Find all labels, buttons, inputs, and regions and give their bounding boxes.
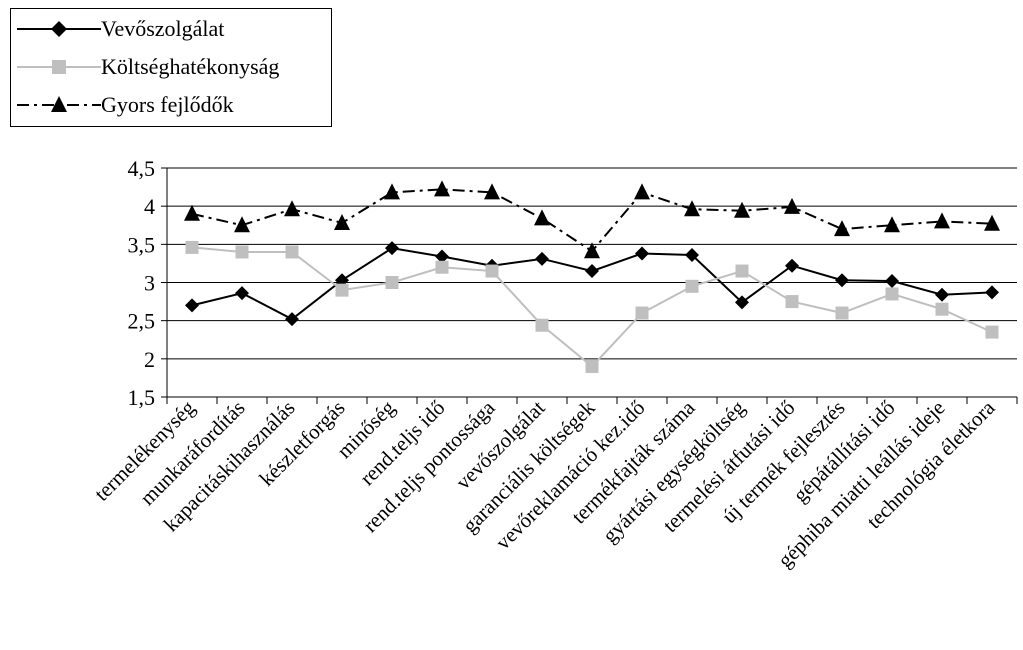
data-point-diamond	[185, 298, 199, 313]
y-tick-labels: 1,5 2 2,5 3 3,5 4 4,5	[128, 156, 156, 410]
series-line-0	[191, 247, 993, 321]
data-point-diamond	[535, 251, 549, 266]
y-tick-label: 1,5	[128, 385, 156, 410]
data-point-triangle	[484, 183, 500, 200]
data-point-diamond	[735, 295, 749, 310]
data-point-triangle	[934, 212, 950, 229]
axes	[161, 167, 1018, 404]
data-point-square	[485, 264, 499, 278]
data-point-triangle	[184, 204, 200, 221]
data-point-diamond	[435, 249, 449, 264]
legend-label-1: Költséghatékonyság	[101, 54, 280, 79]
data-point-diamond	[685, 248, 699, 263]
y-tick-label: 2,5	[128, 309, 156, 334]
data-point-diamond	[285, 312, 299, 327]
data-point-square	[235, 245, 249, 259]
data-point-square	[535, 318, 549, 332]
data-point-square	[285, 245, 299, 259]
data-point-diamond	[985, 285, 999, 300]
data-point-triangle	[584, 242, 600, 259]
legend-item-1: Költséghatékonyság	[11, 49, 331, 85]
legend-swatch-square-icon	[17, 60, 101, 74]
data-point-square	[885, 287, 899, 301]
data-point-square	[435, 260, 449, 274]
data-point-triangle	[984, 214, 1000, 231]
y-tick-label: 4	[144, 194, 155, 219]
data-point-triangle	[534, 209, 550, 226]
y-tick-label: 2	[144, 347, 155, 372]
data-point-triangle	[284, 200, 300, 217]
data-point-triangle	[434, 180, 450, 197]
legend-item-2: Gyors fejlődők	[11, 87, 331, 123]
data-point-diamond	[585, 264, 599, 279]
grid-lines	[167, 167, 1017, 360]
data-point-diamond	[635, 246, 649, 261]
legend-label-0: Vevőszolgálat	[101, 16, 225, 41]
data-point-triangle	[634, 183, 650, 200]
data-point-square	[335, 283, 349, 297]
data-point-triangle	[784, 197, 800, 214]
data-point-diamond	[385, 241, 399, 256]
data-point-square	[635, 306, 649, 320]
legend-swatch-triangle-icon	[17, 96, 101, 112]
legend: Vevőszolgálat Költséghatékonyság Gyors f…	[10, 8, 332, 127]
data-point-triangle	[834, 220, 850, 237]
legend-item-0: Vevőszolgálat	[11, 11, 331, 47]
data-point-square	[985, 325, 999, 339]
legend-label-2: Gyors fejlődők	[101, 92, 234, 117]
data-point-square	[935, 302, 949, 316]
y-tick-label: 3	[144, 271, 155, 296]
series-markers	[184, 180, 1000, 373]
data-point-diamond	[935, 287, 949, 302]
x-tick-labels: termelékenységmunkaráfordításkapacitáski…	[89, 395, 1000, 572]
data-point-square	[185, 240, 199, 254]
data-point-diamond	[235, 286, 249, 301]
data-point-square	[835, 306, 849, 320]
data-point-square	[785, 295, 799, 309]
y-tick-label: 3,5	[128, 232, 156, 257]
data-point-square	[735, 264, 749, 278]
data-point-triangle	[234, 216, 250, 233]
legend-swatch-diamond-icon	[17, 21, 101, 37]
series-line-2	[191, 188, 993, 253]
data-point-square	[685, 279, 699, 293]
data-point-triangle	[684, 200, 700, 217]
data-point-triangle	[734, 201, 750, 218]
data-point-triangle	[884, 216, 900, 233]
data-point-square	[585, 359, 599, 373]
data-point-triangle	[384, 183, 400, 200]
data-point-diamond	[885, 273, 899, 288]
data-point-triangle	[334, 213, 350, 230]
data-point-diamond	[785, 258, 799, 273]
y-tick-label: 4,5	[128, 156, 156, 181]
data-point-diamond	[835, 273, 849, 288]
data-point-square	[385, 276, 399, 289]
